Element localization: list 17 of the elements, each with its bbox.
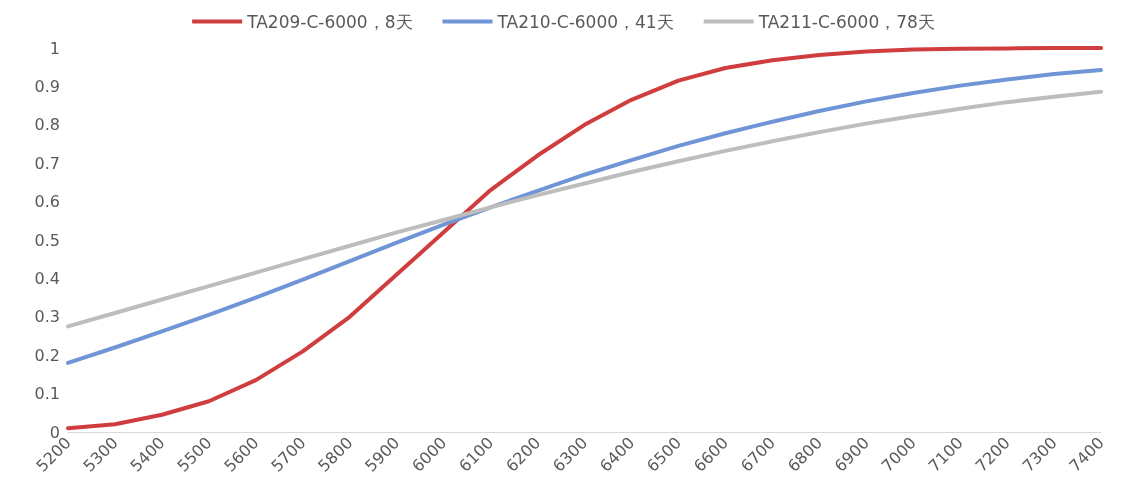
- legend-label: TA210-C-6000，41天: [496, 11, 674, 32]
- y-tick-label: 1: [49, 38, 60, 58]
- y-tick-label: 0.5: [34, 230, 60, 250]
- y-tick-label: 0.7: [34, 153, 60, 173]
- legend-label: TA209-C-6000，8天: [246, 11, 413, 32]
- y-tick-label: 0.9: [34, 76, 60, 96]
- y-tick-label: 0.4: [34, 268, 60, 288]
- y-tick-label: 0.2: [34, 345, 60, 365]
- line-series: [66, 67, 1103, 365]
- y-tick-label: 0.6: [34, 192, 60, 212]
- y-tick-label: 0: [49, 422, 60, 442]
- y-tick-label: 0.1: [34, 384, 60, 404]
- y-tick-label: 0.3: [34, 307, 60, 327]
- line-series: [66, 46, 1103, 431]
- legend-label: TA211-C-6000，78天: [757, 11, 935, 32]
- line-series: [66, 89, 1103, 329]
- y-tick-label: 0.8: [34, 115, 60, 135]
